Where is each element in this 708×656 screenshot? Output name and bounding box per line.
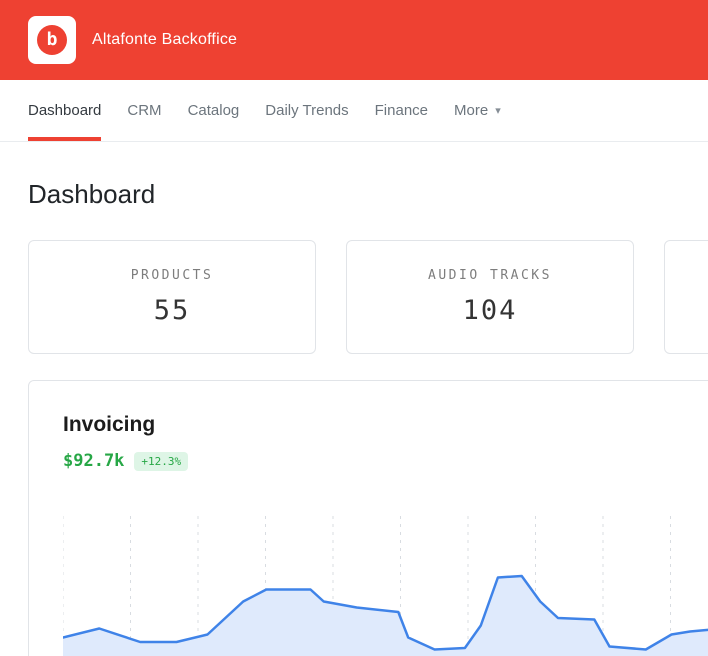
nav-tab-dashboard[interactable]: Dashboard <box>28 80 102 141</box>
logo-letter: b <box>46 29 58 50</box>
stat-card-products: PRODUCTS 55 <box>28 240 316 354</box>
chevron-down-icon: ▾ <box>495 105 501 117</box>
page-title: Dashboard <box>28 179 156 209</box>
stat-value: 55 <box>153 295 191 326</box>
nav-tab-finance[interactable]: Finance <box>374 102 429 119</box>
brand-b-icon: b <box>37 25 67 55</box>
main-nav: Dashboard CRM Catalog Daily Trends Finan… <box>0 80 708 142</box>
stat-label: PRODUCTS <box>130 268 214 283</box>
nav-tab-daily-trends[interactable]: Daily Trends <box>265 102 349 119</box>
dashboard-page: Dashboard PRODUCTS 55 AUDIO TRACKS 104 I… <box>0 178 708 656</box>
invoicing-chart <box>61 516 708 656</box>
top-bar: b Altafonte Backoffice <box>0 0 708 80</box>
invoicing-total: $92.7k <box>63 451 125 471</box>
nav-more-label: More <box>454 102 489 119</box>
app-title: Altafonte Backoffice <box>92 31 238 48</box>
invoicing-delta-badge: +12.3% <box>134 451 189 471</box>
invoicing-title: Invoicing <box>63 413 156 436</box>
invoicing-summary: $92.7k +12.3% <box>63 451 708 471</box>
nav-tab-crm[interactable]: CRM <box>127 102 162 119</box>
stat-label: AUDIO TRACKS <box>428 268 552 283</box>
stat-card-audio-tracks: AUDIO TRACKS 104 <box>346 240 634 354</box>
app-logo[interactable]: b <box>28 16 76 64</box>
nav-tab-more[interactable]: More ▾ <box>454 80 501 141</box>
invoicing-area-chart <box>61 516 708 656</box>
stat-card-partial <box>664 240 708 354</box>
stat-value: 104 <box>462 295 518 326</box>
invoicing-card: Invoicing $92.7k +12.3% <box>28 380 708 656</box>
nav-tab-catalog[interactable]: Catalog <box>187 102 240 119</box>
stats-row: PRODUCTS 55 AUDIO TRACKS 104 <box>28 240 708 354</box>
